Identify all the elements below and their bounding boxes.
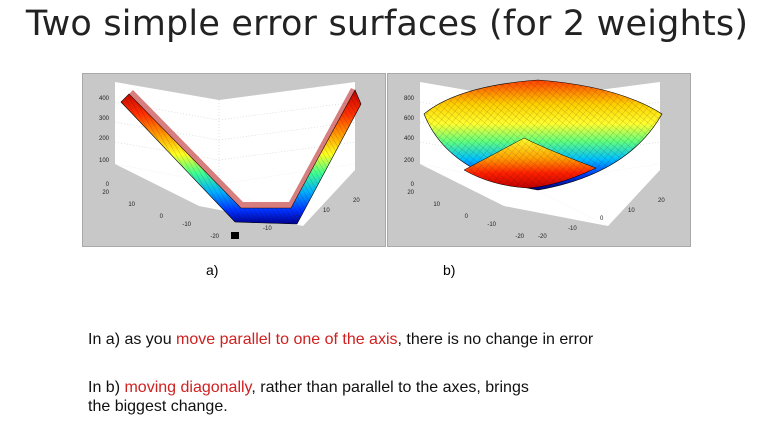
- text-segment: , rather than parallel to the axes, brin…: [251, 379, 529, 396]
- x-tick: -20: [210, 234, 219, 240]
- text-segment: In b): [88, 379, 125, 396]
- surface-plot-a: 400 300 200 100 0 20 10 0 -10 -20 -10 0 …: [82, 73, 386, 247]
- z-tick: 300: [99, 116, 110, 122]
- x-tick: 10: [128, 202, 135, 208]
- highlight-text: move parallel to one of the axis: [176, 331, 398, 348]
- y-tick: 20: [353, 198, 360, 204]
- axis-floor: [420, 164, 608, 226]
- y-tick: 0: [600, 216, 604, 222]
- text-segment: the biggest change.: [88, 398, 228, 415]
- x-tick: 20: [102, 190, 109, 196]
- slide-title: Two simple error surfaces (for 2 weights…: [25, 4, 749, 44]
- z-tick: 0: [411, 182, 415, 188]
- explanation-paragraph-2: In b) moving diagonally, rather than par…: [88, 378, 728, 416]
- z-tick: 0: [106, 182, 110, 188]
- z-tick: 400: [99, 96, 110, 102]
- z-tick: 400: [404, 136, 415, 142]
- x-tick: -10: [487, 222, 496, 228]
- text-segment: In a) as you: [88, 331, 177, 348]
- figure-caption-b: b): [443, 262, 456, 278]
- highlight-text: moving diagonally: [124, 379, 252, 396]
- y-tick: -10: [263, 226, 272, 232]
- z-tick: 800: [404, 96, 415, 102]
- surface-plot-a-svg: 400 300 200 100 0 20 10 0 -10 -20 -10 0 …: [99, 82, 362, 240]
- surface-plot-b-svg: 800 600 400 200 0 20 10 0 -10 -20 -20 -1…: [404, 79, 665, 240]
- surface-front-mesh-b: [464, 138, 596, 188]
- explanation-line-1: In a) as you move parallel to one of the…: [88, 330, 728, 349]
- y-tick: -20: [538, 234, 547, 240]
- y-tick: 20: [658, 198, 665, 204]
- z-tick: 200: [404, 158, 415, 164]
- x-tick: 20: [407, 190, 414, 196]
- x-tick: 0: [465, 214, 469, 220]
- z-tick: 600: [404, 116, 415, 122]
- figure-caption-a: a): [206, 262, 219, 278]
- z-tick: 100: [99, 158, 110, 164]
- y-tick: 10: [628, 208, 635, 214]
- legend-marker: [231, 232, 239, 239]
- x-tick: -10: [182, 222, 191, 228]
- y-tick: -10: [568, 226, 577, 232]
- text-segment: , there is no change in error: [397, 331, 594, 348]
- z-tick: 200: [99, 136, 110, 142]
- y-tick: 0: [295, 216, 299, 222]
- surface-mesh-a: [121, 90, 361, 224]
- surface-plot-b: 800 600 400 200 0 20 10 0 -10 -20 -20 -1…: [387, 73, 691, 247]
- x-tick: 0: [160, 214, 164, 220]
- x-tick: -20: [515, 234, 524, 240]
- x-tick: 10: [433, 202, 440, 208]
- y-tick: 10: [323, 208, 330, 214]
